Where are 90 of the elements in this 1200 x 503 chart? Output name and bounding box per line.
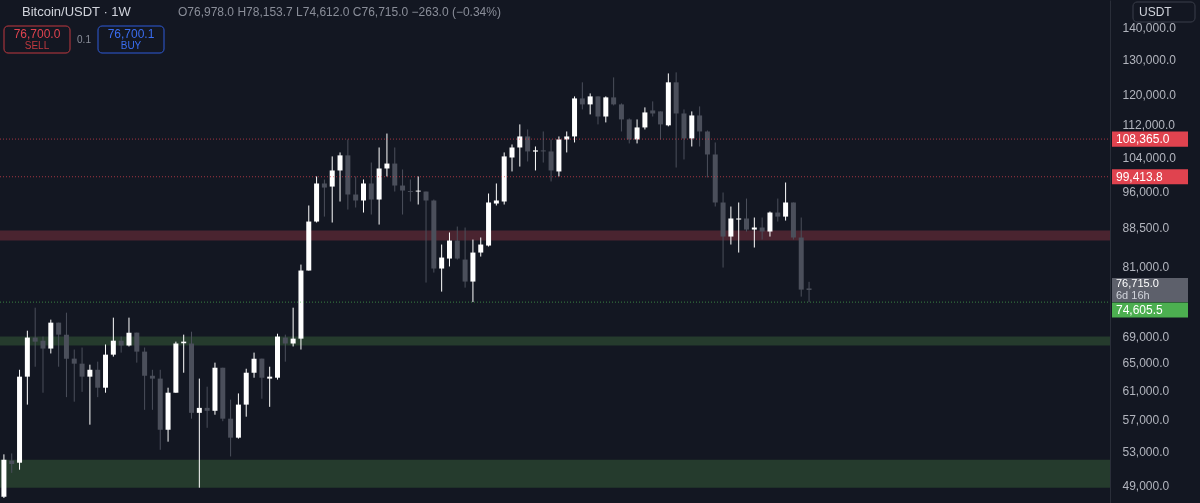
y-tick-label: 104,000.0 xyxy=(1122,150,1177,165)
annotation: 76,700.1 xyxy=(107,27,155,41)
candlestick xyxy=(697,105,703,147)
y-tick-label: 69,000.0 xyxy=(1122,329,1170,344)
candlestick xyxy=(728,206,734,246)
chart-title: Bitcoin/USDT · 1W xyxy=(22,4,132,19)
annotation: 0.1 xyxy=(77,34,92,45)
candlestick xyxy=(321,178,327,218)
candlestick xyxy=(110,317,116,358)
candlestick xyxy=(56,322,62,368)
text: USDT xyxy=(1139,5,1173,19)
annotation: O76,978.0 H78,153.7 L74,612.0 C76,715.0 −263.0 (−0.34%) xyxy=(178,5,501,19)
candlestick xyxy=(767,211,773,238)
ref-line-label: 74,605.5 xyxy=(1116,303,1164,317)
candlestick xyxy=(493,182,499,206)
candlestick xyxy=(360,178,366,214)
candlestick xyxy=(462,227,468,289)
candlestick xyxy=(634,118,640,144)
candlestick xyxy=(642,106,648,130)
candlestick xyxy=(282,334,288,363)
candlestick xyxy=(259,358,265,400)
candlestick xyxy=(603,95,609,123)
candlestick xyxy=(267,366,273,408)
text: 76,715.0 xyxy=(1116,277,1159,289)
candlestick xyxy=(618,102,624,132)
candlestick xyxy=(478,237,484,258)
annotation: BUY xyxy=(120,40,142,51)
candlestick xyxy=(517,123,523,168)
ref-line-label: 99,413.8 xyxy=(1116,169,1164,184)
candlestick xyxy=(290,307,296,347)
candlestick xyxy=(149,369,155,411)
candlestick xyxy=(626,117,632,144)
candlestick xyxy=(587,92,593,115)
y-tick-label: 112,000.0 xyxy=(1122,118,1176,133)
candlestick xyxy=(87,364,93,426)
candlestick xyxy=(400,168,406,216)
candlestick xyxy=(40,336,46,394)
candlestick xyxy=(196,378,202,489)
candlestick xyxy=(658,110,664,140)
candlestick xyxy=(32,307,38,368)
candlestick xyxy=(368,162,374,216)
y-tick-label: 96,000.0 xyxy=(1122,185,1170,200)
y-tick-label: 53,000.0 xyxy=(1122,444,1170,459)
candlestick xyxy=(134,332,140,364)
ref-line-label: 108,365.0 xyxy=(1116,132,1170,147)
candlestick xyxy=(751,217,757,249)
candlestick xyxy=(509,143,515,172)
candlestick xyxy=(63,312,69,398)
candlestick xyxy=(775,198,781,223)
candlestick xyxy=(439,244,445,293)
candlestick xyxy=(595,95,601,125)
candlestick xyxy=(736,202,742,254)
candlestick xyxy=(611,76,617,106)
y-tick-label: 140,000.0 xyxy=(1122,20,1177,35)
candlestick xyxy=(407,178,413,203)
y-tick-label: 81,000.0 xyxy=(1122,259,1170,274)
y-tick-label: 57,000.0 xyxy=(1122,413,1170,428)
candlestick xyxy=(532,146,538,171)
candlestick xyxy=(126,317,132,347)
candlestick xyxy=(744,198,750,233)
annotation: 76,700.0 xyxy=(13,27,61,41)
candlestick xyxy=(392,146,398,193)
candlestick xyxy=(759,217,765,241)
candlestick xyxy=(337,151,343,203)
y-tick-label: 88,500.0 xyxy=(1122,221,1170,236)
candlestick xyxy=(689,110,695,147)
y-tick-label: 130,000.0 xyxy=(1122,53,1177,68)
text: 6d 16h xyxy=(1116,289,1150,301)
y-tick-label: 65,000.0 xyxy=(1122,355,1170,370)
y-tick-label: 61,000.0 xyxy=(1122,383,1170,398)
candlestick xyxy=(548,138,554,182)
candlestick xyxy=(783,182,789,222)
candlestick xyxy=(329,155,335,224)
candlestick xyxy=(71,349,77,403)
candlestick xyxy=(228,399,234,457)
candlestick xyxy=(704,129,710,178)
candlestick xyxy=(95,361,101,398)
candlestick xyxy=(525,128,531,162)
y-tick-label: 49,000.0 xyxy=(1122,479,1170,494)
candlestick xyxy=(806,281,812,303)
candlestick xyxy=(251,352,257,379)
candlestick xyxy=(204,386,210,429)
candlestick xyxy=(415,175,421,205)
candlestick xyxy=(540,130,546,164)
annotation: SELL xyxy=(24,40,50,51)
candlestick xyxy=(454,226,460,261)
candlestick xyxy=(579,81,585,110)
candlestick xyxy=(446,231,452,267)
candlestick xyxy=(79,347,85,393)
y-tick-label: 120,000.0 xyxy=(1122,88,1177,103)
